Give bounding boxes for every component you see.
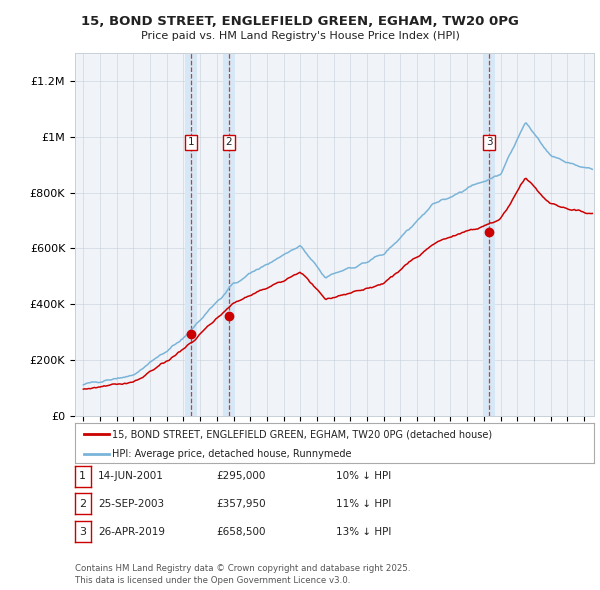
Text: 10% ↓ HPI: 10% ↓ HPI bbox=[336, 471, 391, 481]
Bar bbox=[483, 53, 496, 416]
Text: 1: 1 bbox=[79, 471, 86, 481]
Text: £357,950: £357,950 bbox=[216, 499, 266, 509]
Text: £295,000: £295,000 bbox=[216, 471, 265, 481]
Text: 14-JUN-2001: 14-JUN-2001 bbox=[98, 471, 164, 481]
Text: 2: 2 bbox=[226, 137, 232, 148]
Text: 11% ↓ HPI: 11% ↓ HPI bbox=[336, 499, 391, 509]
Text: £658,500: £658,500 bbox=[216, 527, 265, 536]
Text: 1: 1 bbox=[188, 137, 194, 148]
Text: Price paid vs. HM Land Registry's House Price Index (HPI): Price paid vs. HM Land Registry's House … bbox=[140, 31, 460, 41]
Text: 3: 3 bbox=[79, 527, 86, 536]
Text: 13% ↓ HPI: 13% ↓ HPI bbox=[336, 527, 391, 536]
Text: 3: 3 bbox=[486, 137, 493, 148]
Text: 2: 2 bbox=[79, 499, 86, 509]
Bar bbox=[223, 53, 235, 416]
Text: 26-APR-2019: 26-APR-2019 bbox=[98, 527, 165, 536]
Text: HPI: Average price, detached house, Runnymede: HPI: Average price, detached house, Runn… bbox=[112, 450, 352, 460]
Text: 15, BOND STREET, ENGLEFIELD GREEN, EGHAM, TW20 0PG: 15, BOND STREET, ENGLEFIELD GREEN, EGHAM… bbox=[81, 15, 519, 28]
Bar bbox=[185, 53, 197, 416]
Text: 15, BOND STREET, ENGLEFIELD GREEN, EGHAM, TW20 0PG (detached house): 15, BOND STREET, ENGLEFIELD GREEN, EGHAM… bbox=[112, 430, 493, 440]
Text: Contains HM Land Registry data © Crown copyright and database right 2025.
This d: Contains HM Land Registry data © Crown c… bbox=[75, 565, 410, 585]
Text: 25-SEP-2003: 25-SEP-2003 bbox=[98, 499, 164, 509]
